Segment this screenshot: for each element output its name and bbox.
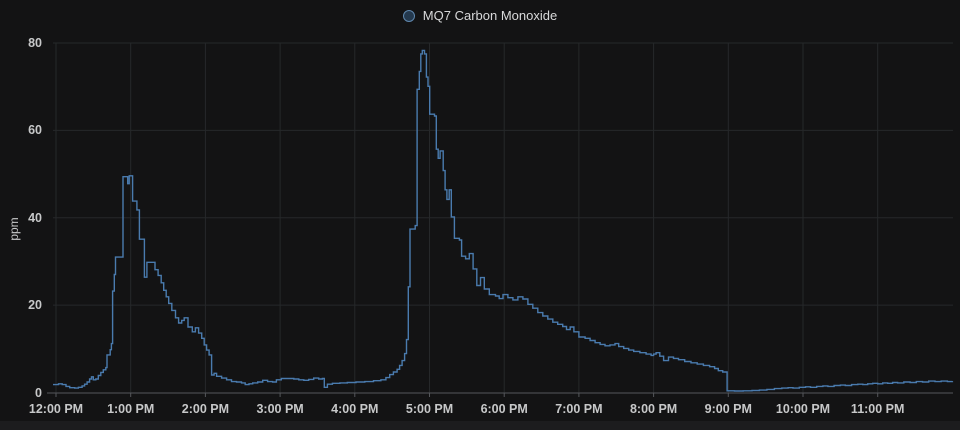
x-tick-label: 10:00 PM — [775, 402, 831, 416]
y-tick-label: 0 — [35, 385, 42, 400]
x-tick-label: 12:00 PM — [28, 402, 84, 416]
panel-bottom-strip — [0, 421, 960, 430]
series-marker-icon — [402, 10, 415, 22]
x-tick-label: 2:00 PM — [181, 402, 230, 416]
legend-label: MQ7 Carbon Monoxide — [422, 8, 558, 23]
x-tick-label: 11:00 PM — [850, 402, 905, 416]
legend-item-mq7-carbon-monoxide[interactable]: MQ7 Carbon Monoxide — [402, 8, 558, 24]
y-tick-label: 20 — [28, 298, 42, 313]
series-line-mq7-carbon-monoxide — [53, 49, 954, 392]
y-axis-title: ppm — [7, 217, 21, 241]
y-tick-label: 80 — [28, 36, 42, 50]
y-tick-label: 40 — [28, 210, 42, 225]
x-tick-label: 7:00 PM — [555, 402, 603, 416]
x-tick-label: 3:00 PM — [256, 402, 304, 416]
y-tick-label: 60 — [28, 123, 42, 138]
x-tick-label: 6:00 PM — [480, 402, 528, 416]
x-tick-label: 8:00 PM — [629, 402, 678, 416]
x-tick-label: 5:00 PM — [405, 402, 454, 416]
x-tick-label: 4:00 PM — [331, 402, 379, 416]
legend: MQ7 Carbon Monoxide — [0, 8, 960, 24]
x-tick-label: 1:00 PM — [107, 402, 155, 416]
x-tick-label: 9:00 PM — [704, 402, 752, 416]
